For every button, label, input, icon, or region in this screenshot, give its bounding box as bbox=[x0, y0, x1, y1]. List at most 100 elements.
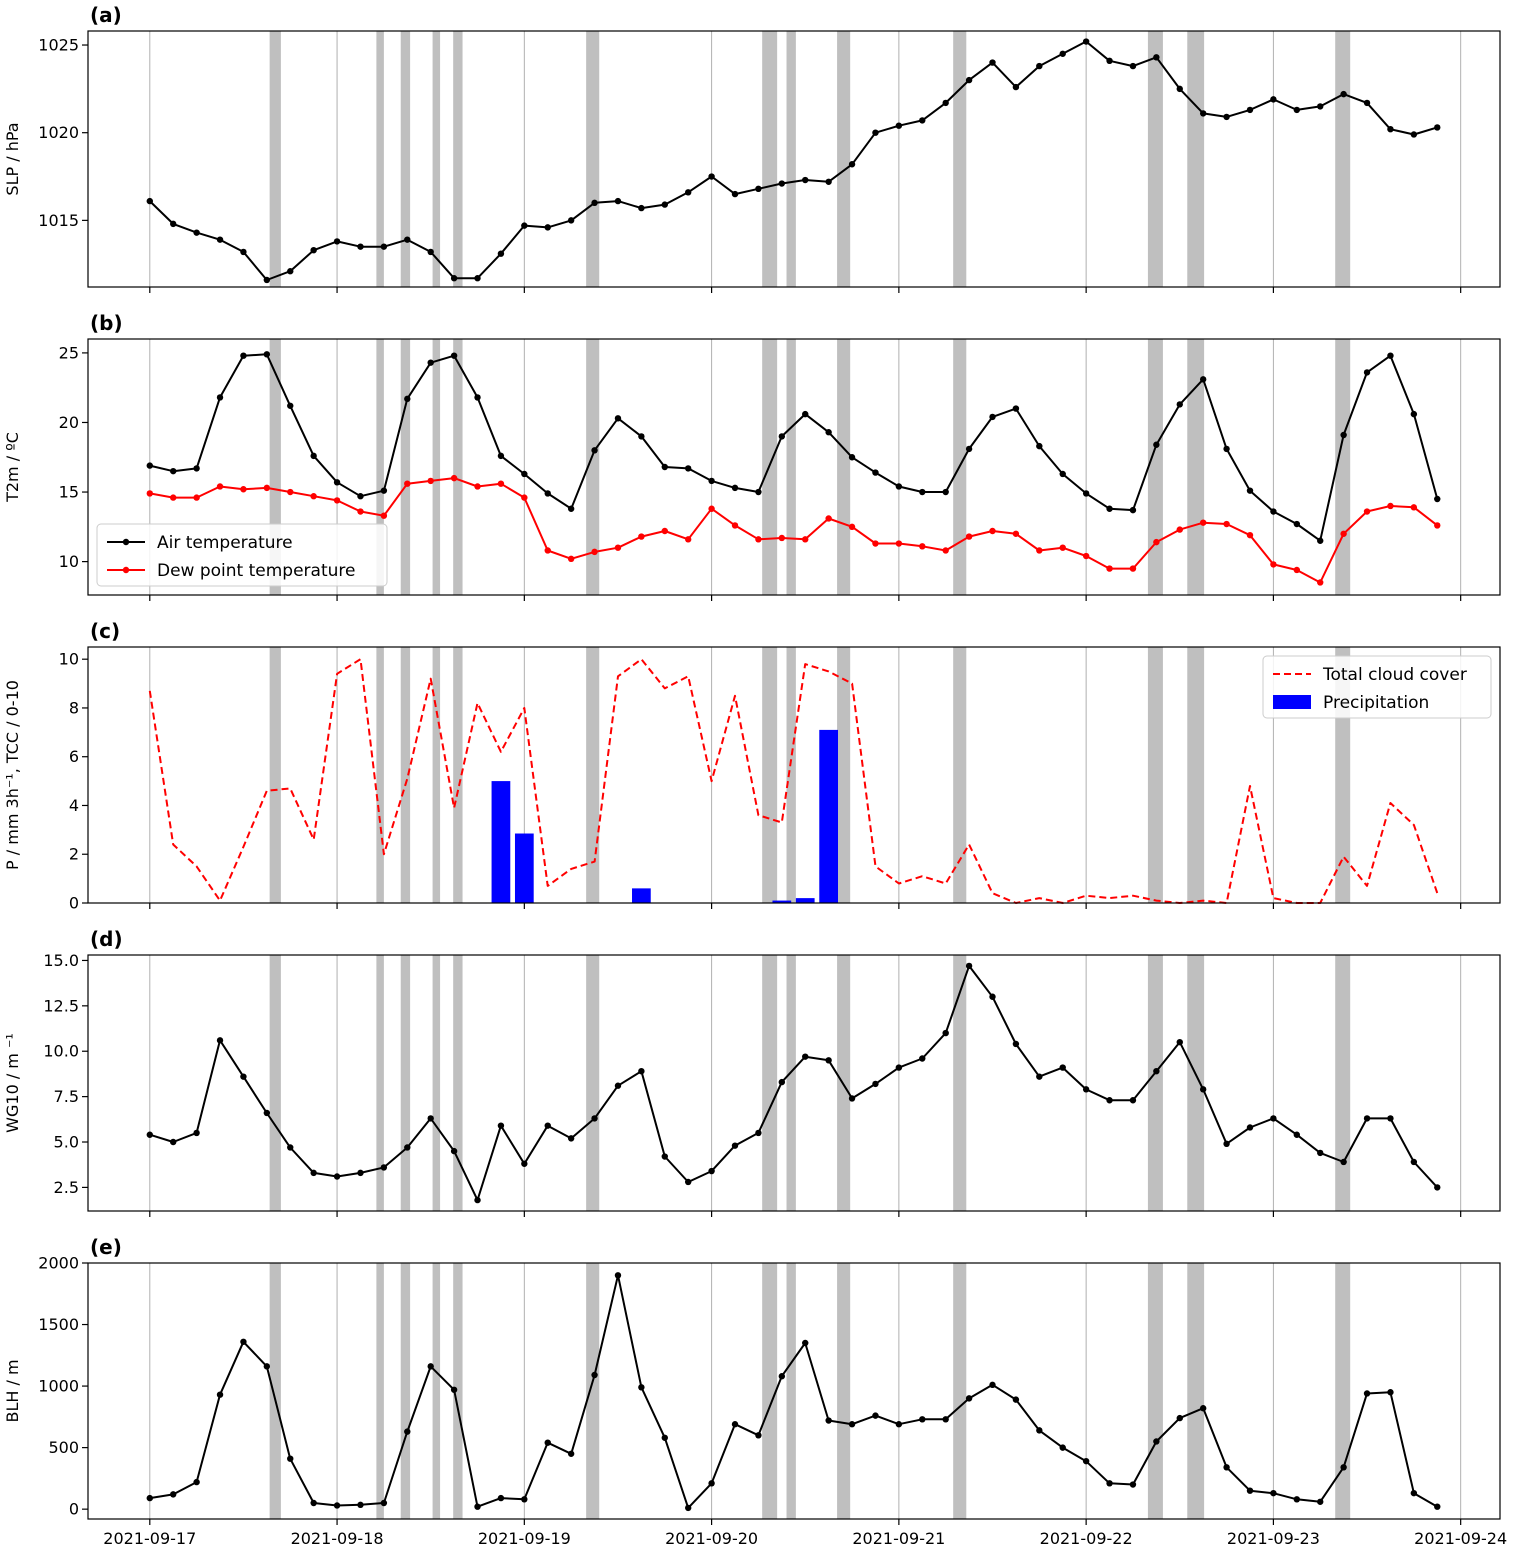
data-point bbox=[333, 238, 341, 245]
data-point bbox=[1176, 1038, 1183, 1046]
shaded-interval bbox=[762, 31, 778, 287]
data-point bbox=[216, 1391, 224, 1398]
data-point bbox=[240, 486, 247, 493]
y-axis-label: P / mm 3h⁻¹, TCC / 0-10 bbox=[3, 680, 22, 870]
shaded-interval bbox=[1147, 647, 1163, 903]
axes-frame bbox=[87, 954, 1501, 1212]
data-point bbox=[942, 99, 949, 107]
shaded-interval bbox=[432, 31, 441, 287]
data-point bbox=[1340, 1464, 1347, 1471]
data-point bbox=[146, 197, 153, 205]
data-point bbox=[567, 1450, 575, 1457]
data-point bbox=[1270, 1489, 1277, 1497]
legend-box bbox=[1262, 655, 1492, 719]
data-point bbox=[1036, 442, 1043, 450]
data-point bbox=[240, 1338, 247, 1345]
data-point bbox=[1082, 552, 1090, 560]
data-point bbox=[1199, 376, 1207, 383]
shaded-interval bbox=[1187, 1263, 1205, 1519]
y-tick-label: 500 bbox=[48, 1438, 79, 1457]
data-point bbox=[1270, 96, 1277, 103]
data-point bbox=[1036, 1427, 1043, 1434]
shaded-interval bbox=[400, 955, 411, 1211]
data-point bbox=[1317, 1149, 1324, 1157]
data-point bbox=[1153, 54, 1160, 61]
data-point bbox=[848, 161, 856, 168]
data-point bbox=[1012, 1396, 1020, 1403]
shaded-interval bbox=[786, 339, 796, 595]
data-point bbox=[755, 185, 762, 193]
data-point bbox=[1363, 99, 1371, 107]
data-point bbox=[1223, 1464, 1230, 1471]
shaded-interval bbox=[786, 647, 796, 903]
data-point bbox=[1059, 470, 1066, 478]
data-point bbox=[1199, 519, 1207, 526]
data-point bbox=[919, 1416, 926, 1423]
data-point bbox=[591, 548, 598, 556]
legend-entry: Total cloud cover bbox=[1322, 665, 1467, 685]
data-point bbox=[1340, 90, 1347, 98]
data-point bbox=[638, 204, 645, 212]
precipitation-bar bbox=[491, 781, 511, 903]
data-point bbox=[1387, 1115, 1394, 1122]
data-point bbox=[170, 1491, 177, 1498]
data-point bbox=[614, 415, 622, 422]
data-point bbox=[1059, 1064, 1066, 1071]
data-point bbox=[872, 1080, 879, 1088]
data-point bbox=[333, 479, 341, 486]
data-point bbox=[661, 201, 668, 208]
data-point bbox=[1434, 522, 1441, 529]
x-tick-label: 2021-09-20 bbox=[665, 1529, 758, 1548]
panel-d: 2.5 5.0 7.5 10.0 12.5 15.0 WG10 / m ⁻¹ (d) bbox=[3, 927, 1501, 1217]
panel-a: 1015 1020 1025 SLP / hPa (a) bbox=[3, 3, 1501, 293]
data-point bbox=[1387, 352, 1394, 359]
data-point bbox=[474, 483, 481, 490]
data-point bbox=[1059, 50, 1066, 57]
data-point bbox=[614, 544, 622, 551]
axes-frame bbox=[87, 30, 1501, 288]
data-point bbox=[1246, 487, 1254, 494]
shaded-interval bbox=[786, 1263, 796, 1519]
legend-swatch-marker bbox=[122, 538, 130, 546]
data-point bbox=[1317, 1498, 1324, 1505]
data-point bbox=[521, 494, 528, 501]
shaded-interval bbox=[400, 31, 411, 287]
data-point bbox=[497, 250, 505, 257]
data-point bbox=[427, 477, 434, 485]
data-point bbox=[802, 1339, 809, 1347]
data-point bbox=[404, 1144, 411, 1151]
data-point bbox=[1176, 85, 1183, 93]
panel-label: (a) bbox=[90, 3, 122, 27]
data-point bbox=[684, 465, 692, 472]
data-point bbox=[380, 487, 388, 494]
panel-label: (c) bbox=[90, 619, 120, 643]
y-tick-label: 1015 bbox=[38, 211, 79, 230]
data-point bbox=[1082, 490, 1090, 497]
data-point bbox=[895, 1064, 903, 1071]
data-point bbox=[1434, 495, 1441, 503]
data-point bbox=[848, 523, 856, 531]
y-tick-label: 15.0 bbox=[43, 951, 79, 970]
data-point bbox=[989, 993, 996, 1000]
data-point bbox=[919, 1055, 926, 1062]
data-point bbox=[731, 1142, 739, 1149]
y-tick-label: 2000 bbox=[38, 1254, 79, 1273]
y-tick-label: 2.5 bbox=[54, 1178, 79, 1197]
data-point bbox=[825, 429, 832, 436]
data-point bbox=[614, 1272, 622, 1279]
data-point bbox=[497, 452, 505, 460]
data-point bbox=[989, 1381, 996, 1389]
shaded-interval bbox=[786, 31, 796, 287]
shaded-interval bbox=[376, 955, 384, 1211]
axes-frame bbox=[87, 338, 1501, 596]
data-point bbox=[1106, 1480, 1113, 1487]
data-point bbox=[450, 474, 458, 482]
precipitation-bar bbox=[772, 900, 792, 903]
shaded-interval bbox=[269, 955, 281, 1211]
data-point bbox=[1036, 62, 1043, 70]
data-point bbox=[193, 229, 200, 236]
data-point bbox=[521, 1496, 528, 1503]
y-tick-label: 7.5 bbox=[54, 1087, 79, 1106]
data-point bbox=[287, 1455, 294, 1462]
y-tick-label: 1500 bbox=[38, 1315, 79, 1334]
